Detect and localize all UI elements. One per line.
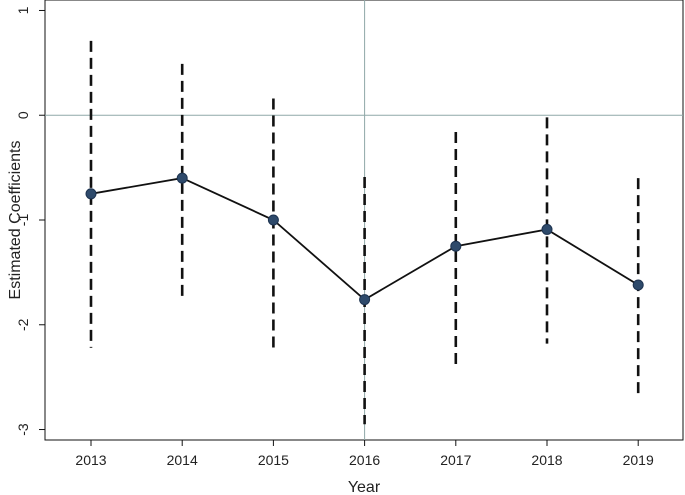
data-point: [541, 223, 553, 235]
y-axis-label: Estimated Coefficients: [7, 141, 24, 300]
data-point: [176, 172, 188, 184]
markers: [85, 172, 644, 306]
y-tick-label: -3: [15, 423, 31, 436]
y-tick-label: -1: [15, 214, 31, 227]
x-tick-label: 2017: [440, 452, 471, 468]
y-tick-label: 1: [15, 6, 31, 14]
y-tick-label: -2: [15, 318, 31, 331]
data-point: [632, 279, 644, 291]
x-tick-label: 2014: [167, 452, 198, 468]
data-point: [85, 188, 97, 200]
y-axis: 1 0 -1 -2 -3: [15, 6, 45, 436]
data-point: [267, 214, 279, 226]
data-point: [359, 294, 371, 306]
x-tick-label: 2013: [75, 452, 106, 468]
x-axis: 2013 2014 2015 2016 2017 2018 2019: [75, 440, 654, 468]
data-point: [450, 240, 462, 252]
x-tick-label: 2018: [531, 452, 562, 468]
x-tick-label: 2015: [258, 452, 289, 468]
x-tick-label: 2016: [349, 452, 380, 468]
x-axis-label: Year: [348, 479, 381, 495]
y-tick-label: 0: [15, 111, 31, 119]
x-tick-label: 2019: [623, 452, 654, 468]
